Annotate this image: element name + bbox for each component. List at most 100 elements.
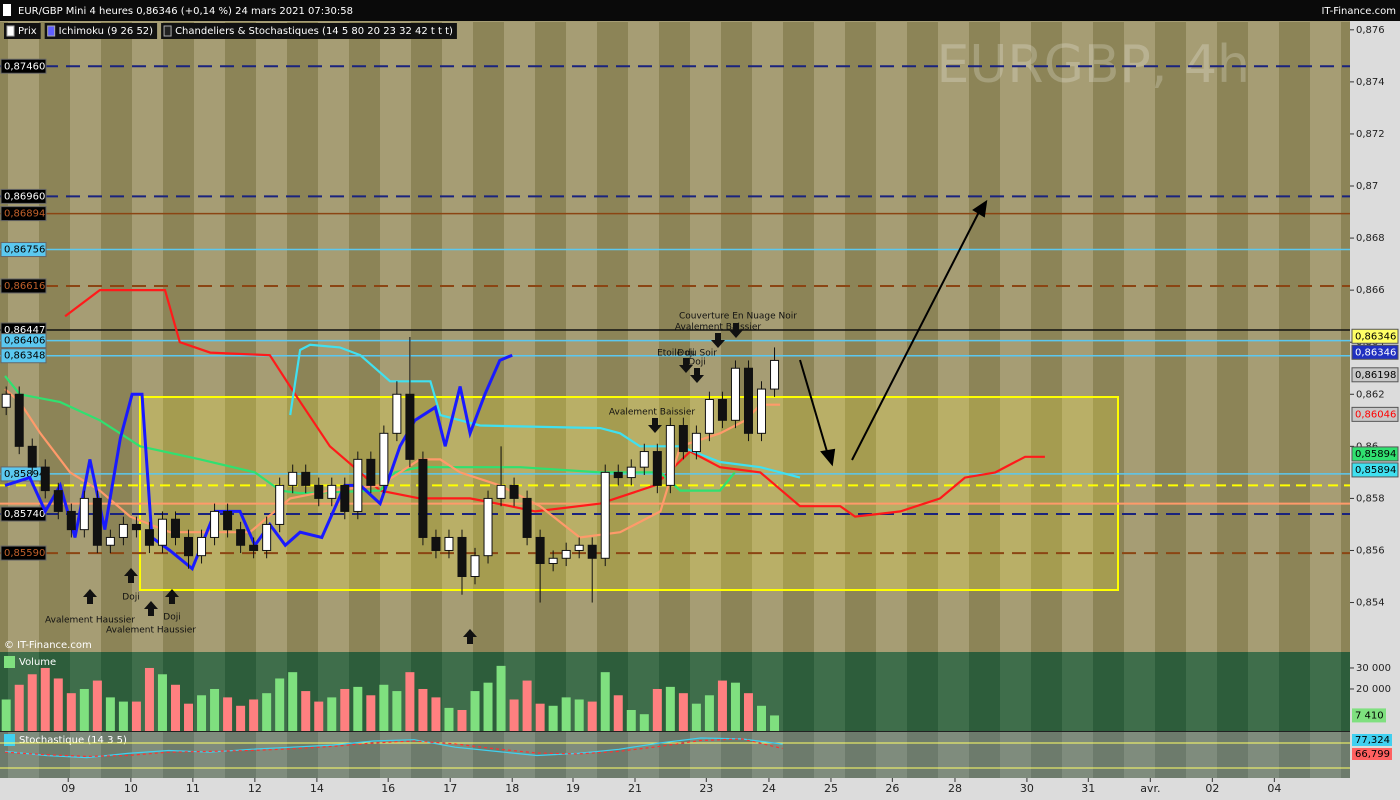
x-tick-label: 09 <box>61 782 75 795</box>
y-tick-label: 0,874 <box>1356 77 1385 88</box>
candle-body <box>301 471 311 486</box>
candle-body <box>366 458 376 486</box>
x-tick-label: 21 <box>628 782 642 795</box>
x-tick-label: 31 <box>1081 782 1095 795</box>
volume-bar <box>757 705 767 731</box>
x-axis <box>0 778 1400 800</box>
legend-item: Prix <box>18 26 37 37</box>
volume-bar <box>353 686 363 731</box>
volume-bar <box>79 688 89 731</box>
volume-bar <box>236 705 246 731</box>
price-label-box <box>1351 462 1399 478</box>
pattern-annotation: Avalement Baissier <box>675 323 762 333</box>
stripe <box>1062 731 1093 778</box>
forecast-arrows <box>799 199 988 467</box>
candle-body <box>249 544 259 551</box>
volume-bar <box>665 686 675 731</box>
price-label: 0,86346 <box>1355 331 1396 342</box>
candle-body <box>27 445 37 468</box>
candle-body <box>613 471 623 479</box>
arrow <box>851 209 981 461</box>
level-label-box <box>0 545 47 561</box>
x-tick-label: 28 <box>948 782 962 795</box>
level-label-box <box>0 206 47 222</box>
candle-body <box>704 398 714 434</box>
y-tick-label: 0,862 <box>1356 389 1385 400</box>
level-label: 0,85740 <box>4 509 45 520</box>
volume-bar <box>704 695 714 731</box>
level-label: 0,86447 <box>4 325 45 336</box>
level-label-box <box>0 506 47 522</box>
volume-bar <box>405 672 415 731</box>
candle-body <box>522 497 532 538</box>
volume-last-box <box>1352 708 1386 723</box>
stoch-last-label: 66,799 <box>1355 749 1390 760</box>
x-tick-label: 14 <box>310 782 324 795</box>
volume-bar <box>613 695 623 731</box>
legend-item: Chandeliers & Stochastiques (14 5 80 20 … <box>175 26 453 37</box>
header-site: IT-Finance.com <box>1321 6 1396 17</box>
candle-body <box>131 523 141 531</box>
candle-body <box>157 518 167 546</box>
stripe <box>1186 22 1217 652</box>
volume-bar <box>210 688 220 731</box>
stripe <box>380 731 411 778</box>
level-label-box <box>0 188 47 204</box>
x-tick-label: 30 <box>1020 782 1034 795</box>
candle-body <box>548 557 558 564</box>
stripe <box>318 22 349 652</box>
candle-body <box>678 425 688 453</box>
candle-body <box>561 549 571 559</box>
watermark: EURGBP, 4h <box>937 35 1250 95</box>
x-tick-label: 24 <box>762 782 776 795</box>
candle-body <box>288 471 298 486</box>
stripe <box>628 22 659 652</box>
stripe <box>380 22 411 652</box>
y-tick-label: 20 000 <box>1356 684 1391 695</box>
stripe <box>1124 731 1155 778</box>
stripe <box>1248 731 1279 778</box>
candle-body <box>730 367 740 421</box>
y-tick-label: 0,87 <box>1356 181 1378 192</box>
price-label: 0,86046 <box>1355 409 1396 420</box>
candle-body <box>353 458 363 512</box>
level-label: 0,87460 <box>4 61 45 72</box>
legend-box <box>161 23 457 39</box>
candle-body <box>587 544 597 559</box>
pattern-annotation: Avalement Haussier <box>45 616 135 626</box>
stripe <box>938 652 969 731</box>
candle-body <box>223 510 233 531</box>
candle-body <box>210 510 220 538</box>
stripe <box>70 22 101 652</box>
price-label: 0,86346 <box>1355 347 1396 358</box>
level-label: 0,86406 <box>4 336 45 347</box>
price-label-box <box>1351 328 1399 344</box>
legend-box <box>44 23 158 39</box>
pattern-annotation: Doji <box>163 613 180 623</box>
pattern-annotation: Doji <box>688 358 705 368</box>
stripe <box>752 731 783 778</box>
candle-body <box>665 425 675 486</box>
right-axis <box>1350 0 1400 800</box>
stripe <box>1000 22 1031 652</box>
level-label-box <box>0 242 47 258</box>
stripe <box>1124 652 1155 731</box>
volume-bar <box>431 697 441 731</box>
volume-bar <box>170 684 180 731</box>
volume-bar <box>275 678 285 731</box>
volume-bar <box>40 667 50 731</box>
level-label-box <box>0 333 47 349</box>
volume-bar <box>288 672 298 731</box>
volume-bar <box>223 697 233 731</box>
pattern-annotation: Etoile du Soir <box>657 349 717 359</box>
pattern-arrow <box>83 589 97 604</box>
candle-body <box>535 536 545 564</box>
candle-body <box>40 466 50 492</box>
level-label-box <box>0 348 47 364</box>
stripe <box>1248 22 1279 652</box>
stoch-line <box>4 738 783 758</box>
candle-body <box>770 359 780 390</box>
stripe <box>752 22 783 652</box>
price-label: 0,85894 <box>1355 465 1396 476</box>
